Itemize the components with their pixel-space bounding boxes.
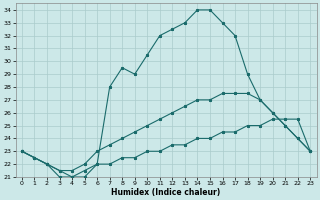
X-axis label: Humidex (Indice chaleur): Humidex (Indice chaleur) — [111, 188, 221, 197]
